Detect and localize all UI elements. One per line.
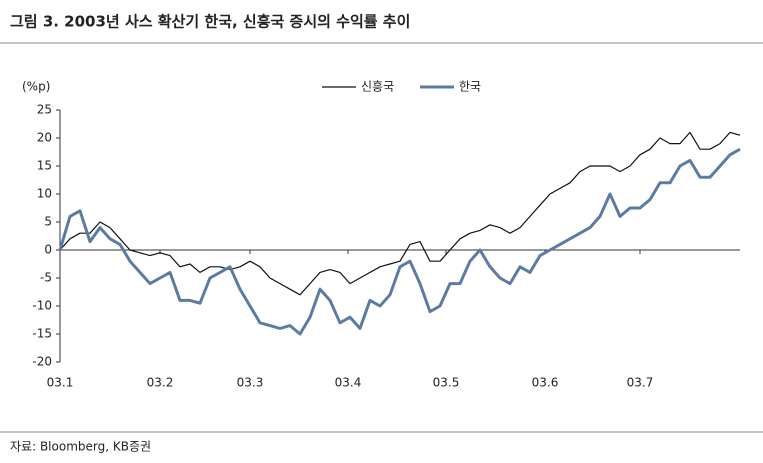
y-tick-label: -10 [32, 299, 52, 313]
y-tick-label: 5 [44, 215, 52, 229]
y-tick-label: 25 [37, 103, 52, 117]
legend-label: 신흥국 [361, 80, 394, 94]
x-tick-label: 03.2 [147, 376, 174, 390]
y-tick-label: -20 [32, 355, 52, 369]
x-tick-label: 03.1 [47, 376, 74, 390]
series-line [59, 131, 741, 296]
legend-label: 한국 [459, 80, 481, 94]
x-tick-label: 03.5 [433, 376, 460, 390]
y-tick-label: 20 [37, 131, 52, 145]
y-tick-label: -15 [32, 327, 52, 341]
x-tick-label: 03.3 [237, 376, 264, 390]
x-tick-label: 03.6 [532, 376, 559, 390]
series-line [58, 147, 741, 336]
y-tick-label: 10 [37, 187, 52, 201]
y-tick-label: -5 [40, 271, 52, 285]
y-tick-label: 0 [44, 243, 52, 257]
y-axis-label: (%p) [22, 80, 50, 94]
source: 자료: Bloomberg, KB증권 [10, 440, 151, 454]
x-tick-label: 03.7 [627, 376, 654, 390]
chart-title: 그림 3. 2003년 사스 확산기 한국, 신흥국 증시의 수익률 추이 [10, 13, 410, 31]
y-tick-label: 15 [37, 159, 52, 173]
x-tick-label: 03.4 [335, 376, 362, 390]
